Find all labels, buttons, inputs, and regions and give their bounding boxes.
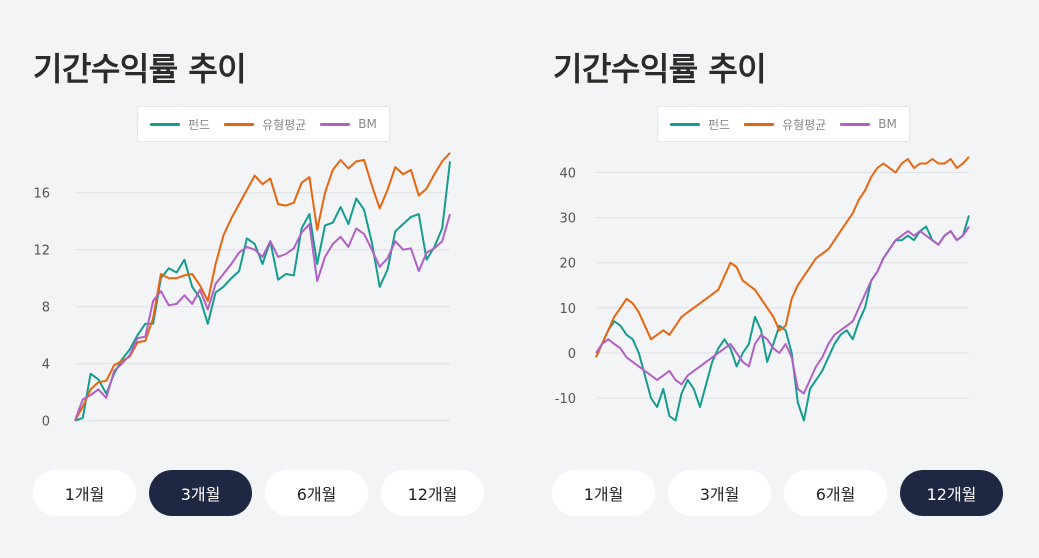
y-tick-label: 10 (559, 302, 576, 317)
period-6m-button[interactable]: 6개월 (784, 470, 887, 516)
line-chart-12m: -10 0 10 20 30 40 (555, 156, 970, 422)
legend-swatch-fund (670, 122, 700, 126)
y-tick-label: 30 (559, 212, 576, 227)
chart-title: 기간수익률 추이 (553, 50, 767, 88)
series-line-유형평균 (595, 156, 970, 358)
series-line-유형평균 (74, 152, 451, 422)
line-chart-3m: 0 4 8 12 16 (33, 152, 451, 430)
series-line-펀드 (74, 161, 451, 422)
period-6m-button[interactable]: 6개월 (265, 470, 368, 516)
y-tick-label: -10 (555, 392, 576, 407)
legend-item-fund: 펀드 (150, 116, 210, 133)
series-line-펀드 (595, 215, 970, 422)
y-tick-label: 4 (42, 358, 50, 373)
y-tick-label: 8 (42, 301, 50, 316)
right-panel: 기간수익률 추이 펀드 유형평균 BM -10 0 10 20 30 40 1개월 3개월… (519, 0, 1038, 558)
y-tick-label: 20 (559, 257, 576, 272)
series-line-BM (74, 213, 451, 422)
chart-legend: 펀드 유형평균 BM (137, 106, 390, 142)
legend-item-bm: BM (320, 117, 377, 131)
y-tick-label: 16 (33, 187, 50, 202)
legend-label-bm: BM (358, 117, 377, 131)
legend-item-fund: 펀드 (670, 116, 730, 133)
period-button-group: 1개월 3개월 6개월 12개월 (552, 470, 1003, 516)
y-tick-label: 40 (559, 167, 576, 182)
chart-title: 기간수익률 추이 (33, 50, 247, 88)
legend-swatch-fund (150, 122, 180, 126)
legend-label-category-avg: 유형평균 (782, 117, 827, 132)
legend-label-bm: BM (878, 117, 897, 131)
legend-item-category-avg: 유형평균 (744, 116, 826, 133)
y-tick-label: 0 (42, 415, 50, 430)
legend-label-fund: 펀드 (188, 117, 211, 132)
legend-swatch-category-avg (744, 122, 775, 126)
left-panel: 기간수익률 추이 펀드 유형평균 BM 0 4 8 12 16 1개월 3개월 6개월 … (0, 0, 519, 558)
legend-swatch-bm (840, 122, 871, 126)
legend-label-fund: 펀드 (708, 117, 731, 132)
period-1m-button[interactable]: 1개월 (33, 470, 136, 516)
legend-swatch-bm (320, 122, 351, 126)
period-3m-button[interactable]: 3개월 (668, 470, 771, 516)
series-line-BM (595, 226, 970, 395)
y-tick-label: 0 (568, 347, 576, 362)
legend-item-bm: BM (840, 117, 897, 131)
legend-swatch-category-avg (224, 122, 255, 126)
y-tick-label: 12 (33, 244, 50, 259)
period-12m-button[interactable]: 12개월 (900, 470, 1003, 516)
period-12m-button[interactable]: 12개월 (381, 470, 484, 516)
chart-legend: 펀드 유형평균 BM (657, 106, 910, 142)
legend-label-category-avg: 유형평균 (262, 117, 307, 132)
period-3m-button[interactable]: 3개월 (149, 470, 252, 516)
period-1m-button[interactable]: 1개월 (552, 470, 655, 516)
period-button-group: 1개월 3개월 6개월 12개월 (33, 470, 484, 516)
legend-item-category-avg: 유형평균 (224, 116, 306, 133)
